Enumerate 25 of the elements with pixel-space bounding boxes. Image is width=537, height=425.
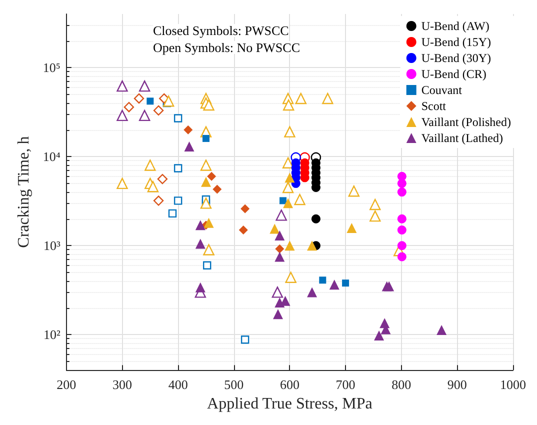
legend-label: Couvant bbox=[421, 83, 463, 97]
x-tick-label: 700 bbox=[336, 377, 356, 392]
x-tick-label: 600 bbox=[280, 377, 300, 392]
x-tick-label: 1000 bbox=[500, 377, 526, 392]
x-tick-label: 500 bbox=[224, 377, 244, 392]
legend-label: U-Bend (CR) bbox=[421, 67, 486, 81]
x-tick-label: 800 bbox=[392, 377, 412, 392]
annotation: Closed Symbols: PWSCC bbox=[153, 23, 289, 38]
y-axis-title: Cracking Time, h bbox=[16, 136, 32, 248]
legend-label: Scott bbox=[421, 99, 447, 113]
legend-label: Vaillant (Polished) bbox=[421, 115, 512, 129]
annotation: Open Symbols: No PWSCC bbox=[153, 40, 300, 55]
x-axis-title: Applied True Stress, MPa bbox=[207, 396, 372, 412]
legend-label: U-Bend (15Y) bbox=[421, 35, 491, 49]
y-tick-label: 10³ bbox=[44, 238, 61, 254]
y-tick-label: 10² bbox=[44, 327, 61, 342]
x-tick-label: 400 bbox=[168, 377, 188, 392]
x-tick-label: 200 bbox=[56, 377, 76, 392]
x-tick-label: 900 bbox=[447, 377, 467, 392]
y-tick-label: 10⁴ bbox=[42, 149, 61, 164]
x-tick-label: 300 bbox=[112, 377, 132, 392]
legend-label: U-Bend (AW) bbox=[421, 19, 490, 33]
legend-label: Vaillant (Lathed) bbox=[421, 131, 503, 145]
y-tick-label: 10⁵ bbox=[42, 60, 60, 76]
legend-label: U-Bend (30Y) bbox=[421, 51, 491, 65]
